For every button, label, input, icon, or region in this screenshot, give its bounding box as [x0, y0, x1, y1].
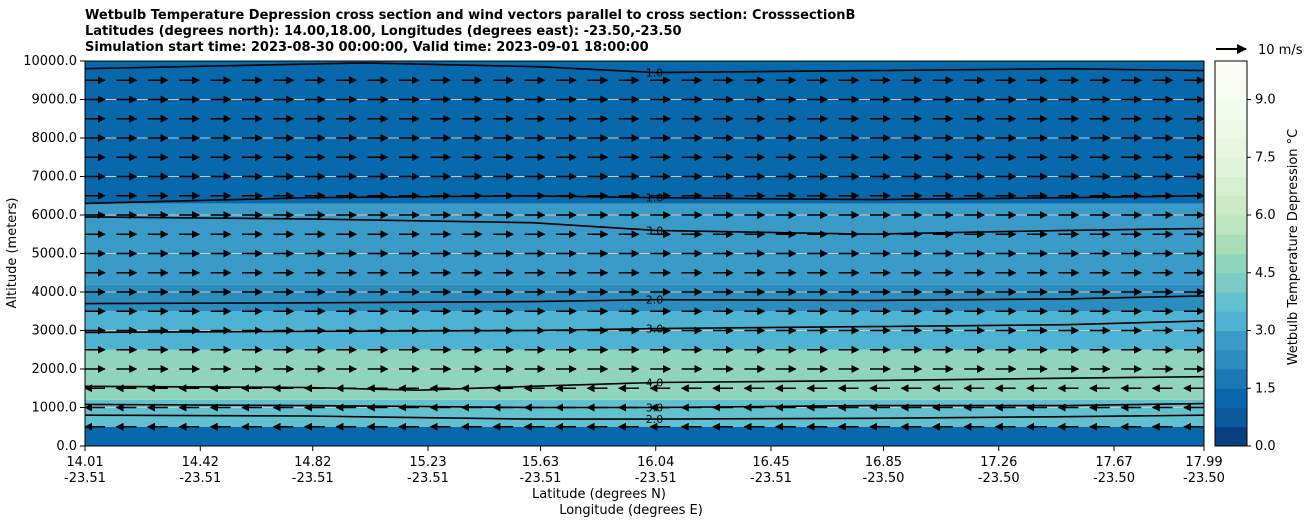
colorbar-segment-10 [1215, 234, 1247, 254]
y-tick-label-5: 5000.0 [32, 247, 78, 262]
colorbar-segment-16 [1215, 118, 1247, 139]
colorbar-segment-0 [1215, 426, 1247, 447]
x-tick-label-lon-5: -23.51 [635, 471, 677, 486]
x-axis-label-lat: Latitude (degrees N) [532, 487, 666, 502]
colorbar-segment-6 [1215, 311, 1247, 331]
y-tick-label-6: 6000.0 [32, 208, 78, 223]
colorbar-segment-18 [1215, 80, 1247, 100]
field-band-0 [85, 426, 1204, 446]
y-tick-label-8: 8000.0 [32, 131, 78, 146]
contour-line-0 [85, 295, 1204, 305]
chart-title-line-2: Latitudes (degrees north): 14.00,18.00, … [85, 24, 682, 39]
x-tick-label-lon-7: -23.50 [863, 471, 905, 486]
colorbar-segment-15 [1215, 138, 1247, 158]
colorbar-frame [1214, 60, 1248, 447]
contour-line-4 [85, 414, 1204, 420]
x-tick-label-lat-8: 17.26 [980, 455, 1017, 470]
colorbar-segment-8 [1215, 272, 1247, 293]
x-tick-label-lat-10: 17.99 [1185, 455, 1222, 470]
y-tick-label-0: 0.0 [56, 439, 77, 454]
x-tick-label-lon-3: -23.51 [407, 471, 449, 486]
contour-line-5 [85, 194, 1204, 205]
y-tick-label-1: 1000.0 [32, 401, 78, 416]
x-tick-label-lon-8: -23.50 [978, 471, 1020, 486]
x-tick-label-lat-5: 16.04 [637, 455, 674, 470]
x-tick-label-lat-7: 16.85 [865, 455, 902, 470]
y-axis-label: Altitude (meters) [5, 198, 20, 309]
wind-vectors [85, 76, 1204, 431]
colorbar-segment-7 [1215, 292, 1247, 312]
chart-title-line-1: Wetbulb Temperature Depression cross sec… [85, 8, 856, 23]
contour-label-7: 1.0 [646, 67, 664, 80]
colorbar-tick-label-3: 4.5 [1255, 266, 1276, 281]
quiver-key-label: 10 m/s [1258, 43, 1303, 58]
colorbar-segment-14 [1215, 157, 1247, 177]
x-tick-label-lat-3: 15.23 [409, 455, 446, 470]
x-tick-label-lon-10: -23.50 [1183, 471, 1225, 486]
quiver-key: 10 m/s [1216, 43, 1303, 58]
colorbar-segment-9 [1215, 253, 1247, 274]
x-tick-label-lon-2: -23.51 [292, 471, 334, 486]
colorbar-tick-label-1: 1.5 [1255, 381, 1276, 396]
colorbar-segment-17 [1215, 99, 1247, 120]
field-band-5 [85, 203, 1204, 285]
contour-label-0: 2.0 [646, 294, 664, 307]
field-band-2 [85, 349, 1204, 400]
colorbar-tick-label-6: 9.0 [1255, 93, 1276, 108]
x-axis-label-lon: Longitude (degrees E) [559, 503, 703, 518]
contour-lines: 2.03.04.03.02.01.03.01.0 [85, 62, 1204, 426]
chart-title-line-3: Simulation start time: 2023-08-30 00:00:… [85, 40, 649, 55]
y-axis: 0.0 1000.0 2000.0 3000.0 4000.0 5000.0 6000.0 7… [23, 54, 85, 454]
contour-label-1: 3.0 [646, 323, 664, 336]
field-band-1 [85, 399, 1204, 427]
colorbar-segment-12 [1215, 195, 1247, 216]
colorbar-tick-label-0: 0.0 [1255, 439, 1276, 454]
x-tick-label-lat-6: 16.45 [752, 455, 789, 470]
x-axis: 14.01-23.5114.42-23.5114.82-23.5115.23-2… [64, 446, 1225, 486]
x-tick-label-lat-2: 14.82 [294, 455, 331, 470]
y-tick-label-4: 4000.0 [32, 285, 78, 300]
colorbar-tick-label-4: 6.0 [1255, 208, 1276, 223]
contour-line-6 [85, 216, 1204, 236]
x-tick-label-lat-4: 15.63 [522, 455, 559, 470]
contour-label-6: 3.0 [646, 224, 664, 237]
colorbar: 0.0 1.5 3.0 4.5 6.0 7.5 9.0 [1214, 60, 1276, 454]
colorbar-segment-1 [1215, 407, 1247, 428]
x-tick-label-lon-1: -23.51 [179, 471, 221, 486]
contour-line-7 [85, 62, 1204, 74]
x-tick-label-lon-4: -23.51 [520, 471, 562, 486]
x-tick-label-lon-9: -23.50 [1093, 471, 1135, 486]
field-band-6 [85, 61, 1204, 204]
colorbar-segment-3 [1215, 369, 1247, 389]
colorbar-segment-5 [1215, 330, 1247, 351]
colorbar-segment-2 [1215, 388, 1247, 408]
colorbar-tick-label-5: 7.5 [1255, 150, 1276, 165]
y-tick-label-2: 2000.0 [32, 362, 78, 377]
colorbar-segment-11 [1215, 215, 1247, 235]
x-tick-label-lat-9: 17.67 [1095, 455, 1132, 470]
colorbar-segment-19 [1215, 61, 1247, 81]
contour-label-4: 2.0 [646, 413, 664, 426]
y-tick-label-10: 10000.0 [23, 54, 77, 69]
colorbar-tick-label-2: 3.0 [1255, 324, 1276, 339]
y-tick-label-9: 9000.0 [32, 93, 78, 108]
colorbar-segment-4 [1215, 349, 1247, 370]
colorbar-segment-13 [1215, 176, 1247, 197]
x-tick-label-lon-0: -23.51 [64, 471, 106, 486]
y-tick-label-3: 3000.0 [32, 324, 78, 339]
field-band-4 [85, 284, 1204, 312]
x-tick-label-lon-6: -23.51 [750, 471, 792, 486]
x-tick-label-lat-1: 14.42 [182, 455, 219, 470]
x-tick-label-lat-0: 14.01 [66, 455, 103, 470]
contour-label-5: 1.0 [646, 192, 664, 205]
y-tick-label-7: 7000.0 [32, 170, 78, 185]
temperature-depression-field [85, 61, 1204, 446]
colorbar-label: Wetbulb Temperature Depression °C [1286, 129, 1301, 366]
